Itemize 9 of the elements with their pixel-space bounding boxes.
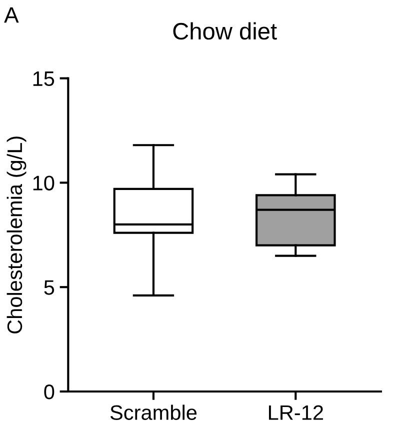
text: A	[4, 7, 19, 23]
chart-title: Chow diet	[173, 22, 277, 40]
x-tick-label: Scramble	[110, 404, 197, 420]
y-axis-title: Cholesterolemia (g/L)	[6, 136, 26, 334]
y-tick-label: 0	[44, 384, 54, 400]
y-tick-label: 15	[33, 72, 54, 86]
y-tick-label: 10	[33, 176, 54, 190]
x-tick-label: LR-12	[268, 405, 323, 420]
y-tick-label: 5	[44, 280, 54, 295]
